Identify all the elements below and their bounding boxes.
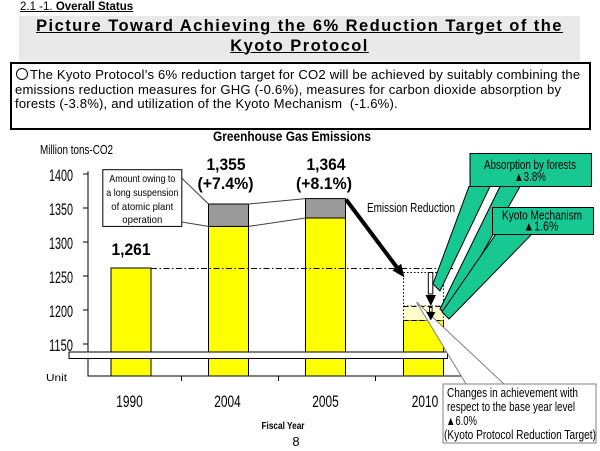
svg-text:▲3.8%: ▲3.8% [514,170,546,184]
svg-text:1150: 1150 [49,337,73,355]
svg-text:▲1.6%: ▲1.6% [524,220,559,234]
svg-text:1250: 1250 [49,269,73,287]
svg-text:1400: 1400 [49,167,73,185]
svg-text:1,364: 1,364 [307,155,346,174]
svg-text:Changes in achievement with: Changes in achievement with [447,386,578,400]
svg-text:2005: 2005 [312,392,339,411]
svg-text:Greenhouse Gas Emissions: Greenhouse Gas Emissions [213,129,371,144]
svg-text:1200: 1200 [49,303,73,321]
svg-text:1,261: 1,261 [112,240,151,259]
svg-text:Kyoto Mechanism: Kyoto Mechanism [502,209,582,223]
svg-text:8: 8 [292,434,299,449]
svg-text:1350: 1350 [49,201,73,219]
svg-text:operation: operation [122,214,162,226]
svg-text:Million tons-CO2: Million tons-CO2 [40,143,113,157]
svg-text:(+7.4%): (+7.4%) [198,174,254,193]
svg-text:▲6.0%: ▲6.0% [446,414,477,428]
svg-text:Emission Reduction: Emission Reduction [367,200,455,215]
svg-text:1990: 1990 [116,392,143,411]
svg-text:1300: 1300 [49,235,73,253]
svg-text:respect to the base year level: respect to the base year level [447,400,575,414]
svg-text:(Kyoto Protocol Reduction Targ: (Kyoto Protocol Reduction Target) [444,428,596,442]
svg-text:Fiscal Year: Fiscal Year [262,420,305,432]
svg-text:a long suspension: a long suspension [106,187,178,199]
svg-text:2004: 2004 [214,392,241,411]
svg-text:Absorption by forests: Absorption by forests [484,158,576,172]
svg-text:2010: 2010 [412,392,439,411]
svg-text:Unit: Unit [46,372,67,384]
svg-text:(+8.1%): (+8.1%) [296,174,352,193]
svg-text:of atomic plant: of atomic plant [111,201,173,213]
svg-text:1,355: 1,355 [207,155,246,174]
svg-text:Amount owing to: Amount owing to [109,173,175,185]
